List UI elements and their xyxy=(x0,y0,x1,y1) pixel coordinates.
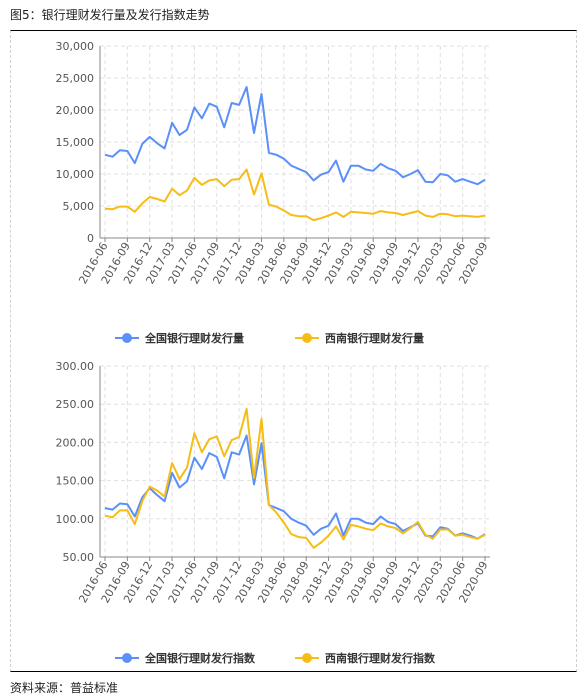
series-line-southwest xyxy=(104,168,486,222)
y-tick-label: 250.00 xyxy=(56,398,95,411)
y-tick-label: 20,000 xyxy=(56,104,95,117)
y-tick-label: 0 xyxy=(87,232,94,245)
y-tick-label: 100.00 xyxy=(56,513,95,526)
legend-marker[interactable] xyxy=(302,333,312,343)
legend-label[interactable]: 西南银行理财发行量 xyxy=(325,331,424,345)
y-tick-label: 10,000 xyxy=(56,168,95,181)
issuance-index-chart: 50.00100.00150.00200.00250.00300.002016-… xyxy=(56,360,491,665)
series-line-national xyxy=(104,434,486,540)
legend-label[interactable]: 全国银行理财发行指数 xyxy=(144,651,256,665)
legend-label[interactable]: 西南银行理财发行指数 xyxy=(325,651,436,665)
y-tick-label: 300.00 xyxy=(56,360,95,373)
legend-marker[interactable] xyxy=(122,333,132,343)
series-line-southwest xyxy=(104,407,486,549)
series-line-national xyxy=(104,86,486,186)
y-tick-label: 5,000 xyxy=(63,200,95,213)
y-tick-label: 150.00 xyxy=(56,475,95,488)
legend-label[interactable]: 全国银行理财发行量 xyxy=(144,331,244,345)
source-note: 资料来源：普益标准 xyxy=(10,681,119,695)
issuance-volume-chart: 05,00010,00015,00020,00025,00030,0002016… xyxy=(56,40,491,345)
y-tick-label: 15,000 xyxy=(56,136,95,149)
figure-frame xyxy=(10,30,577,672)
figure-title: 图5：银行理财发行量及发行指数走势 xyxy=(10,8,210,22)
y-tick-label: 25,000 xyxy=(56,72,95,85)
y-tick-label: 50.00 xyxy=(63,551,95,564)
legend-marker[interactable] xyxy=(302,653,312,663)
y-tick-label: 30,000 xyxy=(56,40,95,53)
legend-marker[interactable] xyxy=(122,653,132,663)
y-tick-label: 200.00 xyxy=(56,436,95,449)
